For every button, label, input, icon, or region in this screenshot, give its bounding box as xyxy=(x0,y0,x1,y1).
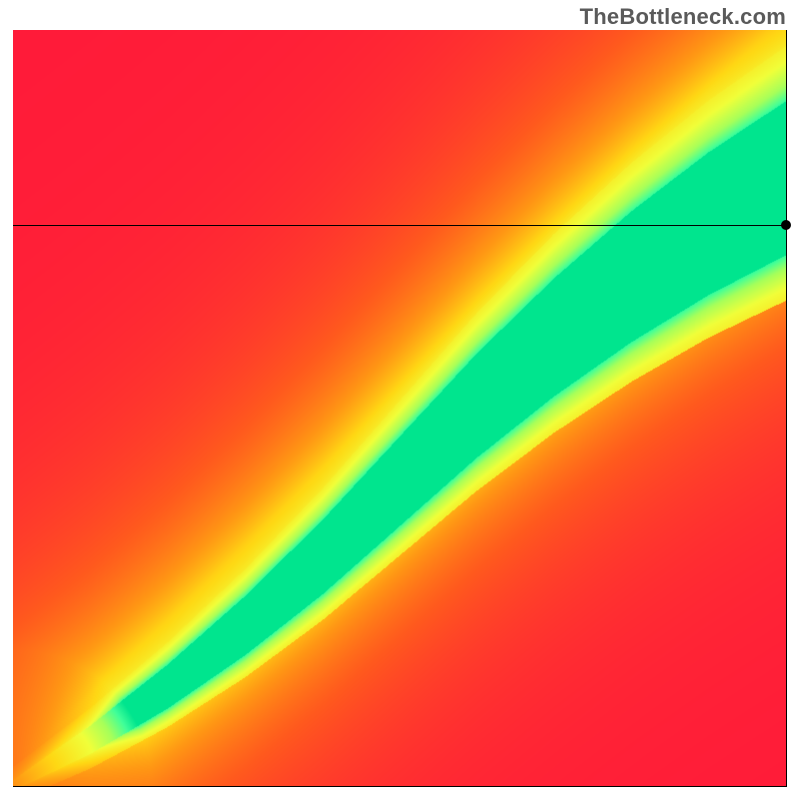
crosshair-vertical xyxy=(786,30,787,786)
crosshair-marker-dot xyxy=(781,220,791,230)
heatmap-canvas xyxy=(13,30,786,786)
watermark-text: TheBottleneck.com xyxy=(580,4,786,30)
crosshair-horizontal xyxy=(13,225,786,226)
plot-area xyxy=(13,30,787,787)
